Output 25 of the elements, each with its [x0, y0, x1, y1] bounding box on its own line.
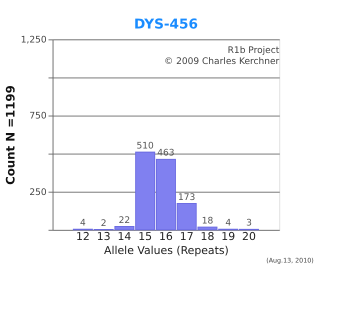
annotation: R1b Project — [228, 46, 280, 56]
y-tick-label: 250 — [29, 188, 47, 198]
x-axis-title: Allele Values (Repeats) — [104, 244, 229, 257]
data-label: 510 — [136, 141, 154, 152]
x-tick-label: 13 — [96, 230, 111, 244]
data-label: 2 — [100, 218, 107, 229]
y-tick-label: 1,250 — [20, 36, 47, 46]
data-label: 3 — [246, 218, 252, 229]
x-tick-label: 15 — [138, 230, 152, 244]
chart-title: DYS-456 — [134, 16, 198, 33]
y-tick-label: 750 — [29, 112, 47, 122]
x-tick-label: 17 — [180, 230, 194, 244]
annotation: © 2009 Charles Kerchner — [164, 56, 280, 67]
x-tick-label: 20 — [242, 230, 256, 244]
x-tick-label: 18 — [200, 230, 214, 244]
data-label: 173 — [178, 192, 196, 203]
data-label: 22 — [118, 216, 130, 226]
x-tick-label: 12 — [76, 230, 90, 244]
x-tick-label: 16 — [159, 230, 173, 244]
y-axis-title: Count N =1199 — [3, 85, 18, 185]
x-tick-label: 14 — [117, 230, 132, 244]
x-tick-label: 19 — [221, 230, 236, 244]
data-label: 18 — [202, 216, 214, 226]
data-label: 4 — [80, 218, 86, 229]
data-label: 4 — [225, 218, 232, 229]
